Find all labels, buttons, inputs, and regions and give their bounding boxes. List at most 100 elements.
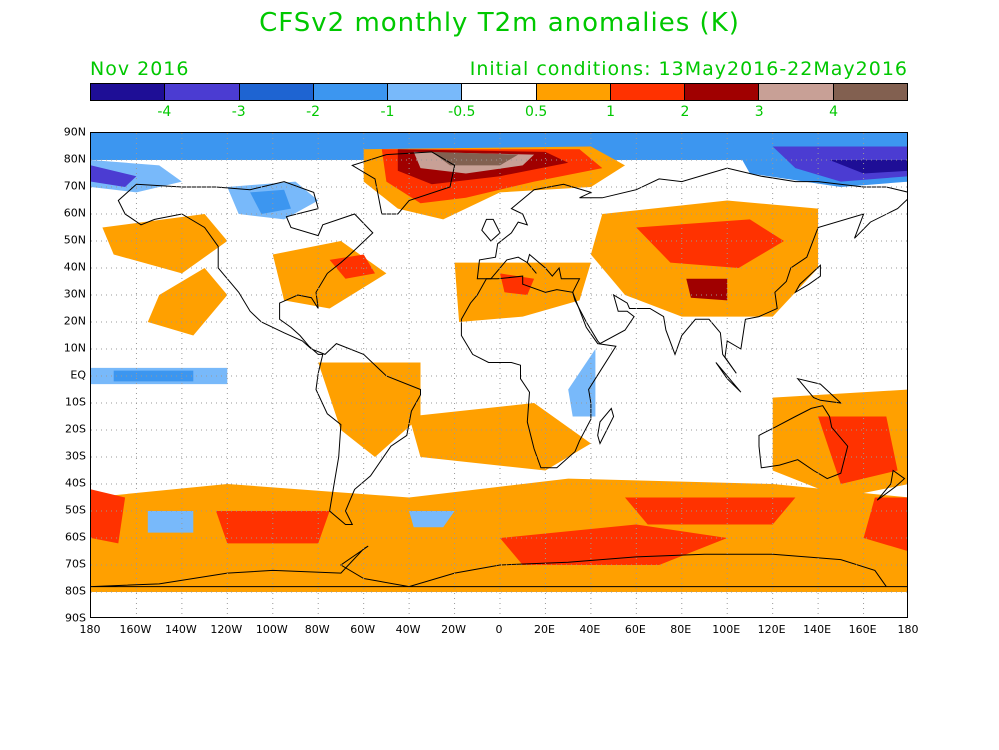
colorbar-box	[462, 84, 537, 100]
lat-label: 50S	[65, 503, 86, 517]
anomaly-patch	[686, 278, 728, 301]
colorbar-box	[165, 84, 240, 100]
anomaly-patch	[91, 489, 126, 544]
lat-label: 20N	[63, 314, 86, 328]
lon-label: 80E	[670, 623, 692, 636]
colorbar-label: -2	[306, 104, 321, 120]
anomaly-patch	[625, 497, 796, 525]
lat-label: 60S	[65, 530, 86, 544]
anomaly-patch	[102, 214, 228, 274]
lat-label: 40S	[65, 476, 86, 490]
colorbar-box	[759, 84, 834, 100]
lon-label: 40W	[395, 623, 421, 636]
lon-label: 0	[495, 623, 503, 636]
colorbar-labels: -4 -3 -2 -1 -0.5 0.5 1 2 3 4	[90, 104, 908, 122]
lat-label: EQ	[70, 368, 86, 382]
colorbar-label: 4	[829, 104, 839, 120]
lat-label: 60N	[63, 206, 86, 220]
coastline	[481, 218, 501, 242]
colorbar-box	[239, 84, 314, 100]
coastline	[876, 469, 906, 501]
lat-label: 30N	[63, 287, 86, 301]
lon-label: 100E	[712, 623, 741, 636]
colorbar-box	[388, 84, 463, 100]
colorbar-box	[536, 84, 611, 100]
colorbar-label: -1	[380, 104, 395, 120]
lon-label: 20W	[441, 623, 466, 636]
lon-label: 120E	[757, 623, 786, 636]
anomaly-patch	[329, 254, 375, 279]
lon-label: 60E	[624, 623, 646, 636]
lon-label: 180	[79, 623, 101, 636]
map-canvas	[91, 133, 907, 617]
anomaly-fields	[91, 133, 907, 592]
lon-label: 180	[897, 623, 919, 636]
anomaly-map	[90, 132, 908, 618]
anomaly-patch	[91, 165, 137, 187]
anomaly-patch	[500, 524, 728, 565]
anomaly-patch	[318, 362, 421, 457]
lat-label: 30S	[65, 449, 86, 463]
latitude-labels: 90N 80N 70N 60N 50N 40N 30N 20N 10N EQ 10S 20S 30S 40…	[0, 126, 86, 625]
graticule	[91, 133, 907, 617]
anomaly-patch	[636, 219, 784, 268]
longitude-labels: 180 160W 140W 120W 100W 80W 60W 40W 20W 0 20E 40E 60…	[80, 623, 919, 639]
coastline	[796, 377, 843, 404]
anomaly-patch	[91, 133, 907, 160]
initial-conditions: Initial conditions: 13May2016-22May2016	[469, 58, 908, 80]
coastline	[794, 264, 821, 294]
anomaly-patch	[500, 273, 535, 295]
lat-label: 70N	[63, 179, 86, 193]
coastline	[117, 181, 421, 525]
coastline	[597, 407, 615, 445]
colorbar-box	[685, 84, 760, 100]
anomaly-patch	[409, 511, 455, 528]
anomaly-patch	[147, 511, 194, 533]
colorbar-label: -3	[231, 104, 246, 120]
anomaly-patch	[113, 370, 194, 382]
coastline	[758, 405, 849, 480]
lat-label: 80S	[65, 584, 86, 598]
lon-label: 120W	[210, 623, 243, 636]
lon-label: 140E	[803, 623, 832, 636]
colorbar-label: 2	[680, 104, 690, 120]
lat-label: 90S	[65, 611, 86, 625]
anomaly-patch	[250, 189, 291, 214]
lat-label: 40N	[63, 260, 86, 274]
lon-label: 140W	[164, 623, 197, 636]
lat-label: 10S	[65, 395, 86, 409]
colorbar-label: -0.5	[448, 104, 476, 120]
colorbar-box	[833, 84, 907, 100]
colorbar	[90, 83, 908, 101]
lat-label: 80N	[63, 152, 86, 166]
anomaly-patch	[431, 151, 519, 166]
lon-label: 160E	[848, 623, 877, 636]
colorbar-label: 3	[754, 104, 764, 120]
lat-label: 90N	[63, 125, 86, 139]
anomaly-patch	[829, 160, 907, 174]
colorbar-label: -4	[157, 104, 172, 120]
anomaly-patch	[147, 268, 228, 336]
lon-label: 80W	[304, 623, 330, 636]
anomaly-patch	[818, 416, 898, 484]
colorbar-box	[313, 84, 389, 100]
lon-label: 60W	[350, 623, 376, 636]
lon-label: 160W	[119, 623, 152, 636]
coastline	[476, 167, 907, 374]
coastline	[715, 362, 742, 393]
anomaly-patch	[568, 349, 596, 417]
colorbar-box	[610, 84, 686, 100]
lon-label: 40E	[579, 623, 601, 636]
colorbar-label: 0.5	[525, 104, 548, 120]
lon-label: 20E	[533, 623, 555, 636]
forecast-month: Nov 2016	[90, 58, 190, 80]
lat-label: 70S	[65, 557, 86, 571]
colorbar-box	[91, 84, 166, 100]
lat-label: 20S	[65, 422, 86, 436]
lat-label: 10N	[63, 341, 86, 355]
lat-label: 50N	[63, 233, 86, 247]
map-title: CFSv2 monthly T2m anomalies (K)	[259, 8, 740, 38]
colorbar-label: 1	[606, 104, 615, 120]
coastline	[351, 151, 456, 215]
anomaly-patch	[216, 511, 330, 544]
